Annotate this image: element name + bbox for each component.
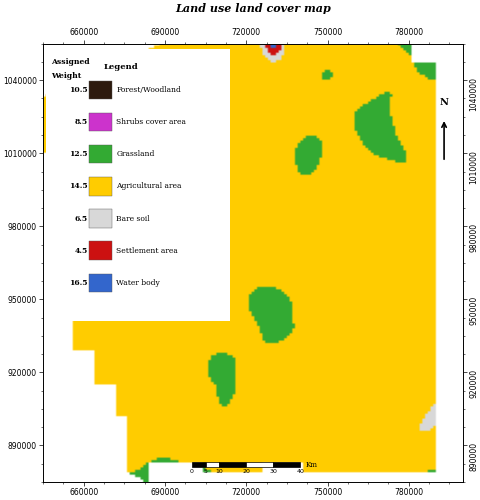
- Title: Land use land cover map: Land use land cover map: [175, 3, 330, 14]
- Text: Assigned: Assigned: [51, 58, 90, 66]
- Text: 16.5: 16.5: [69, 279, 87, 287]
- Text: Legend: Legend: [104, 63, 138, 71]
- Text: Km: Km: [305, 461, 317, 469]
- Text: Water body: Water body: [116, 279, 159, 287]
- Bar: [89, 80, 112, 99]
- Text: Grassland: Grassland: [116, 150, 154, 158]
- Text: 5: 5: [203, 468, 207, 473]
- Bar: [89, 242, 112, 260]
- Text: 0: 0: [190, 468, 193, 473]
- Text: 4.5: 4.5: [74, 246, 87, 254]
- Bar: [219, 462, 246, 468]
- Bar: [205, 462, 219, 468]
- Text: Bare soil: Bare soil: [116, 214, 149, 222]
- Bar: [89, 113, 112, 132]
- Bar: [246, 462, 273, 468]
- Text: Shrubs cover area: Shrubs cover area: [116, 118, 186, 126]
- Text: Weight: Weight: [51, 72, 82, 80]
- Bar: [192, 462, 205, 468]
- Bar: [89, 145, 112, 164]
- Text: 8.5: 8.5: [74, 118, 87, 126]
- Bar: [46, 48, 229, 322]
- Text: 30: 30: [269, 468, 276, 473]
- Text: Forest/Woodland: Forest/Woodland: [116, 86, 180, 94]
- Text: 6.5: 6.5: [74, 214, 87, 222]
- Bar: [89, 210, 112, 228]
- Bar: [273, 462, 300, 468]
- Text: 20: 20: [242, 468, 250, 473]
- Text: 10: 10: [215, 468, 223, 473]
- Bar: [89, 274, 112, 292]
- Text: Agricultural area: Agricultural area: [116, 182, 181, 190]
- Text: Settlement area: Settlement area: [116, 246, 178, 254]
- Bar: [89, 177, 112, 196]
- Text: N: N: [439, 98, 447, 107]
- Text: 12.5: 12.5: [69, 150, 87, 158]
- Text: 10.5: 10.5: [69, 86, 87, 94]
- Text: 14.5: 14.5: [69, 182, 87, 190]
- Text: 40: 40: [296, 468, 304, 473]
